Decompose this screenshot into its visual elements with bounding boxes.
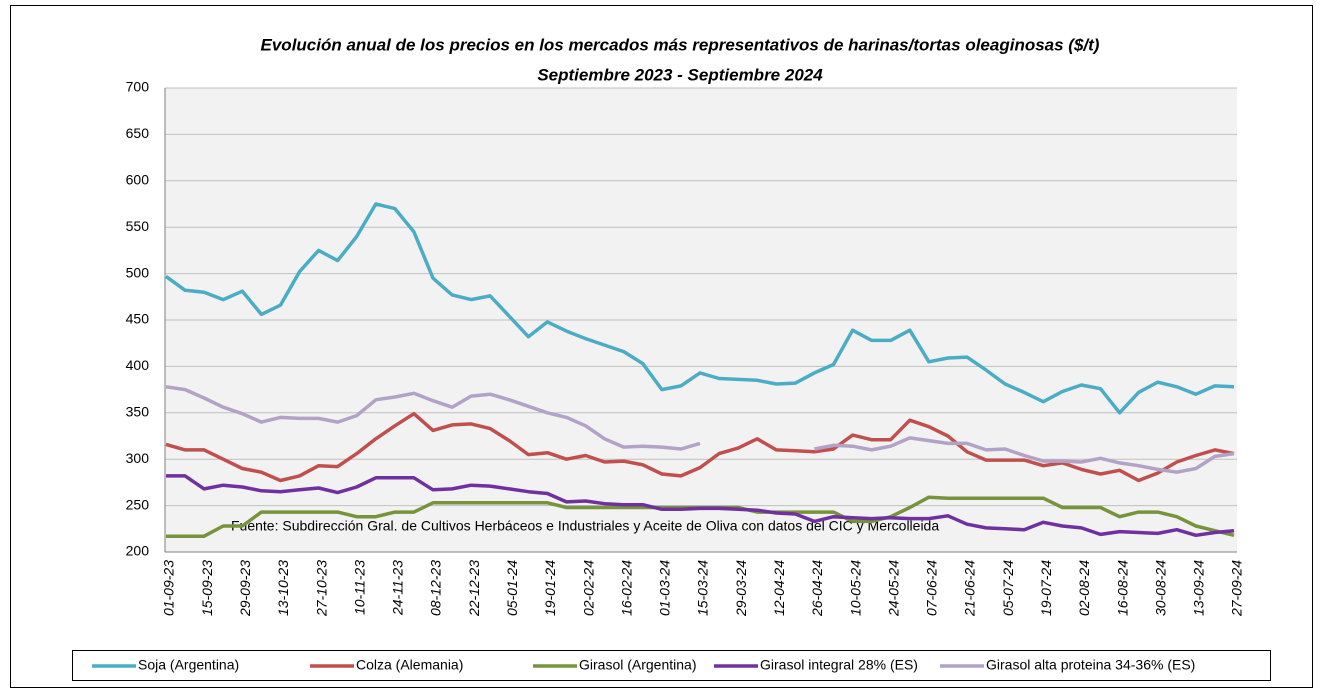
x-tick-label: 05-07-24 [1000,560,1016,616]
x-tick-label: 07-06-24 [924,560,940,616]
series-line [166,474,1235,538]
x-tick-label: 29-03-24 [733,560,749,617]
x-tick-label: 12-04-24 [771,560,787,616]
x-tick-label: 05-01-24 [504,560,520,616]
x-tick-label: 02-08-24 [1076,560,1092,616]
x-tick-label: 13-09-24 [1191,560,1207,616]
x-tick-label: 19-01-24 [542,560,558,616]
x-tick-label: 27-09-24 [1229,560,1245,617]
x-tick-label: 02-02-24 [580,560,596,616]
legend-label: Girasol alta proteina 34-36% (ES) [986,657,1195,673]
x-tick-label: 26-04-24 [809,560,825,617]
y-tick-label: 300 [126,450,150,466]
y-tick-label: 350 [126,404,150,420]
legend-label: Soja (Argentina) [138,657,239,673]
x-tick-label: 16-08-24 [1114,560,1130,616]
x-tick-label: 21-06-24 [962,560,978,617]
x-tick-label: 13-10-23 [275,560,291,616]
series-line [165,385,1235,474]
series-line [165,411,1235,483]
series-line [164,202,1235,415]
x-tick-label: 08-12-23 [428,560,444,616]
x-tick-label: 30-08-24 [1152,560,1168,616]
y-tick-label: 400 [126,357,150,373]
x-tick-label: 01-09-23 [161,560,177,616]
x-tick-label: 24-05-24 [885,560,901,617]
x-tick-label: 24-11-23 [390,560,406,616]
chart-title: Evolución anual de los precios en los me… [261,35,1100,54]
y-tick-label: 550 [126,218,150,234]
annotation: Fuente: Subdirección Gral. de Cultivos H… [231,518,939,534]
x-tick-label: 01-03-24 [657,560,673,616]
x-tick-label: 22-12-23 [466,560,482,617]
x-tick-label: 15-09-23 [199,560,215,616]
y-tick-label: 700 [126,79,150,95]
y-tick-label: 500 [126,264,150,280]
y-tick-label: 200 [126,543,150,559]
y-tick-label: 250 [126,496,150,512]
x-tick-label: 10-05-24 [847,560,863,616]
legend-box [72,650,1271,681]
x-tick-label: 15-03-24 [695,560,711,616]
y-tick-label: 450 [126,311,150,327]
legend-label: Girasol integral 28% (ES) [760,657,918,673]
y-tick-label: 650 [126,125,150,141]
x-tick-label: 29-09-23 [237,560,253,617]
legend-label: Colza (Alemania) [356,657,463,673]
chart-subtitle: Septiembre 2023 - Septiembre 2024 [537,65,823,84]
x-tick-label: 27-10-23 [313,560,329,617]
legend-label: Girasol (Argentina) [579,657,697,673]
x-tick-label: 16-02-24 [618,560,634,616]
y-tick-label: 600 [126,172,150,188]
x-tick-label: 19-07-24 [1038,560,1054,616]
x-tick-label: 10-11-23 [351,560,367,615]
